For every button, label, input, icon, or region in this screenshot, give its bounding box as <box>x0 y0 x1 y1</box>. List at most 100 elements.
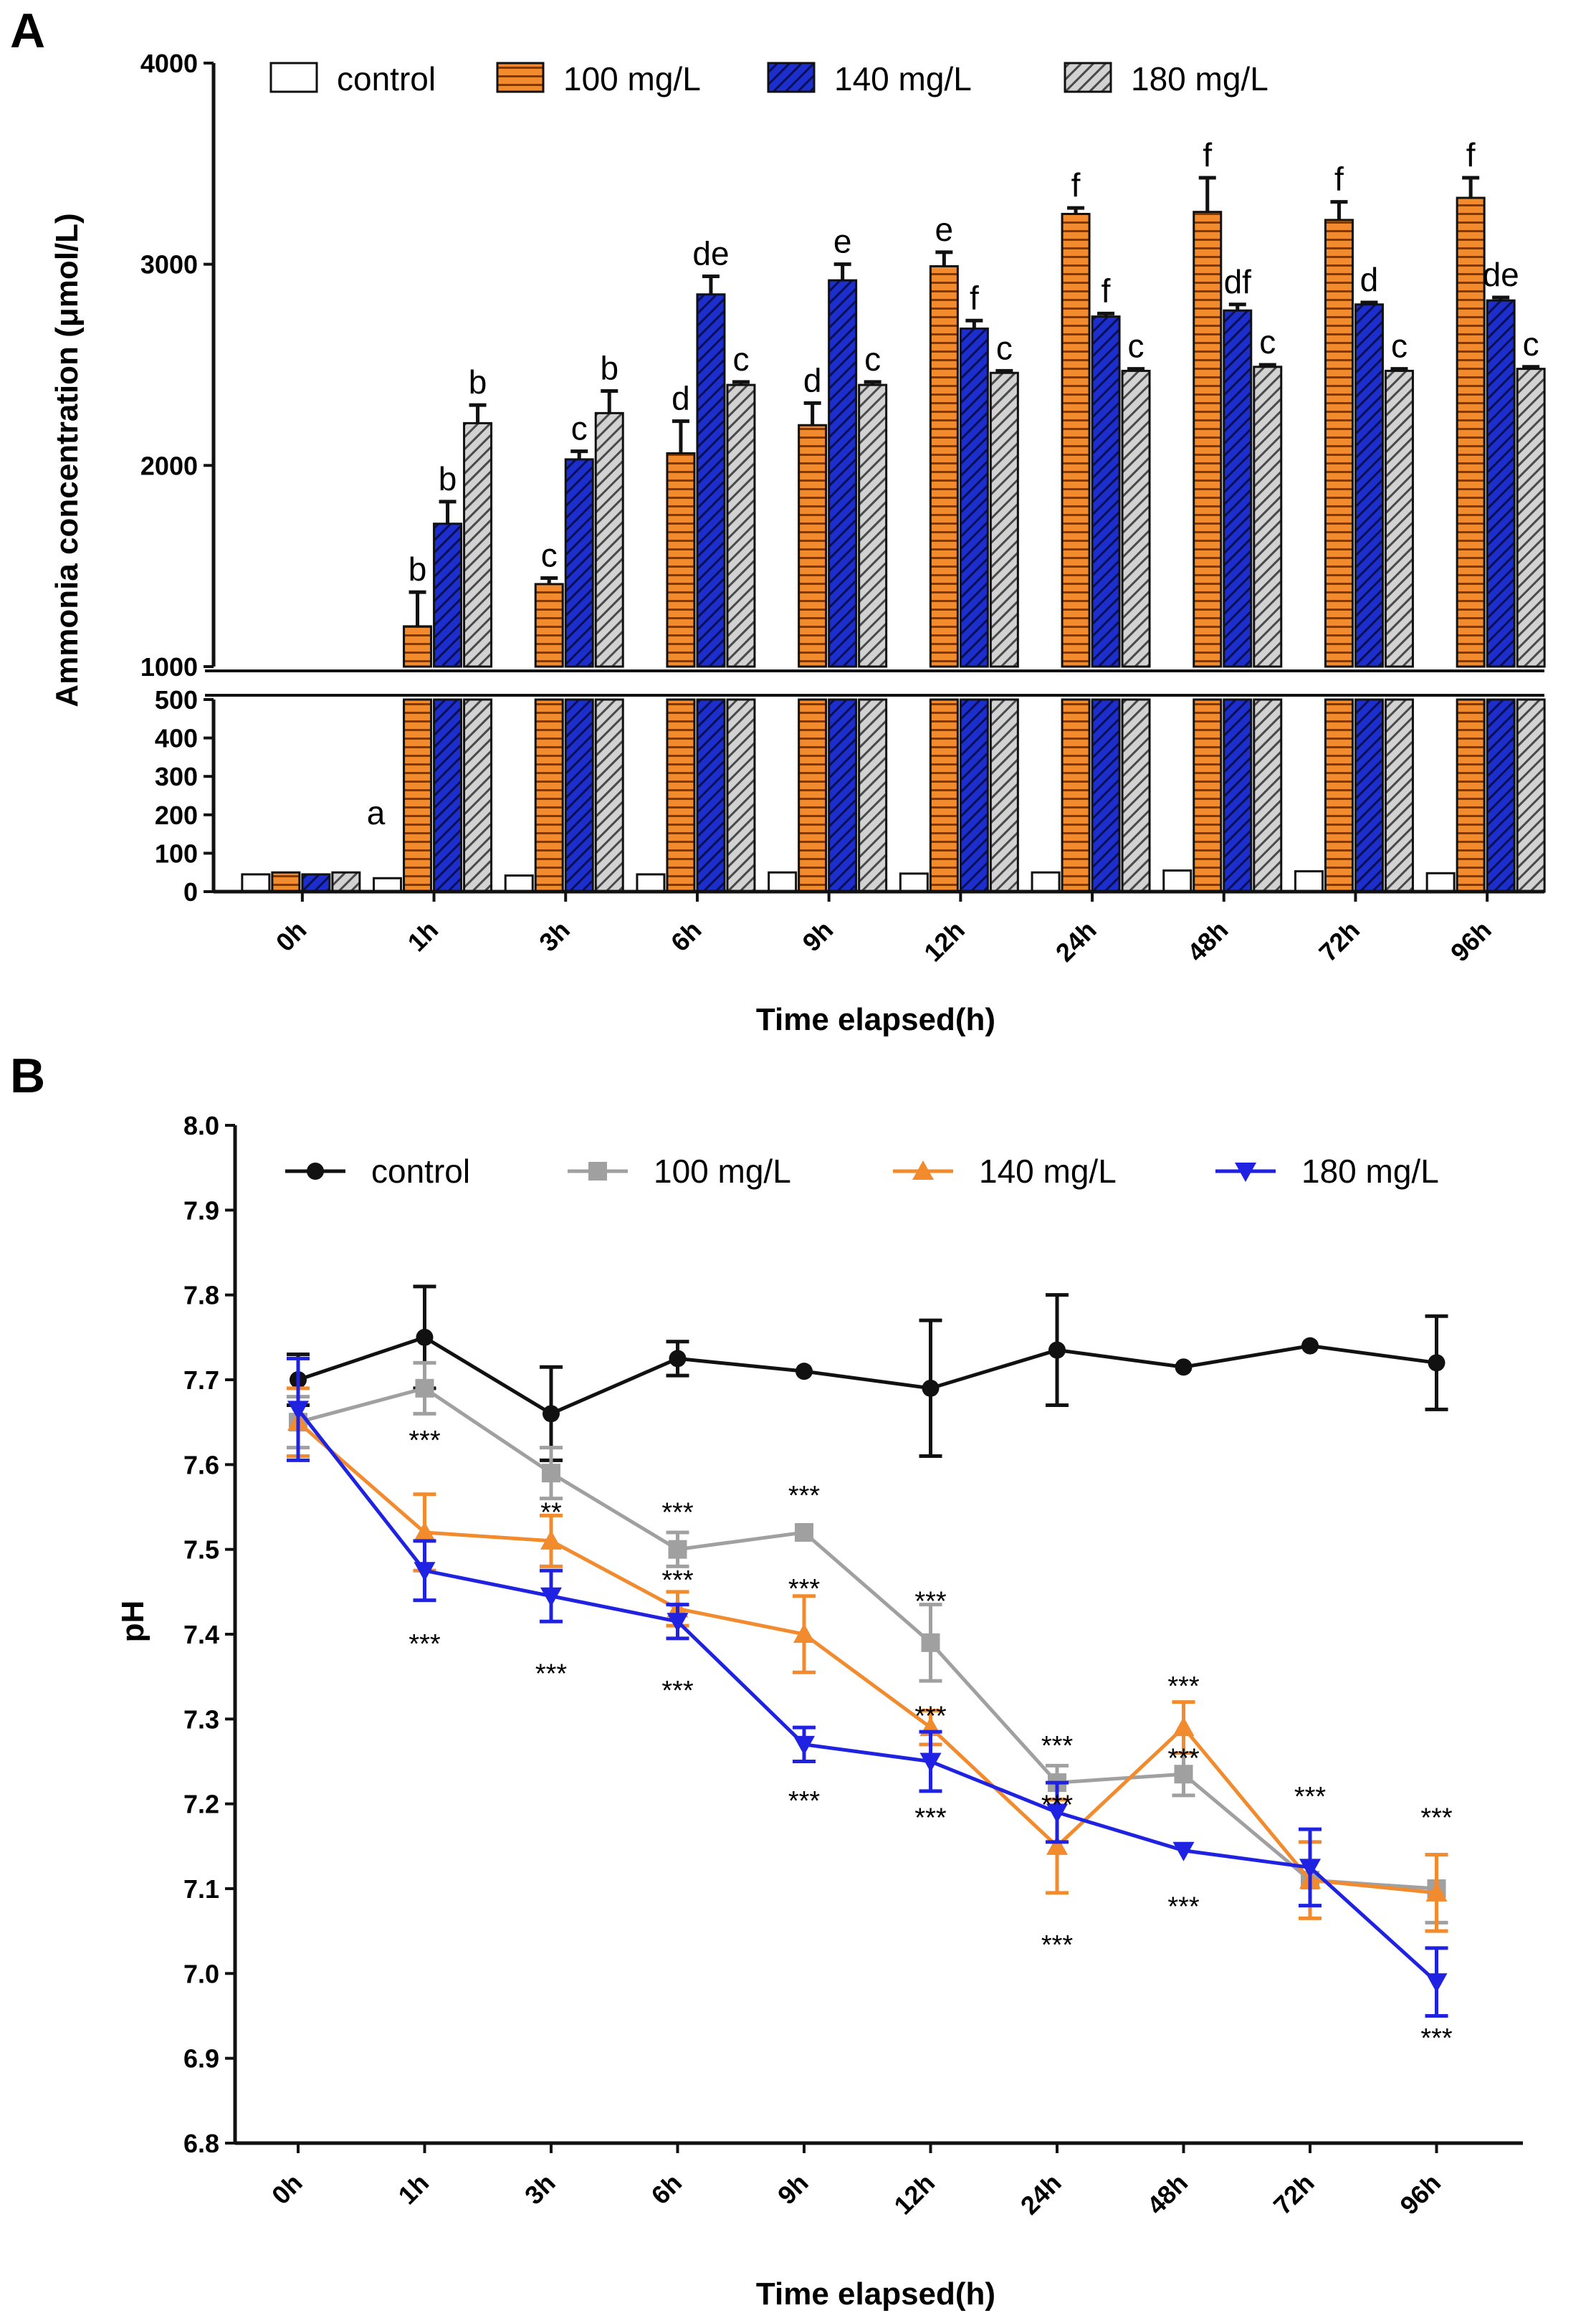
bar-140-mg-l-1h <box>433 523 463 668</box>
point-100-mg-l-12h <box>921 1633 940 1652</box>
legend-swatch-control <box>269 62 318 93</box>
significance-mark-96h-20: *** <box>1420 1803 1453 1833</box>
point-control-9h <box>795 1363 813 1380</box>
sig-label-180-mg-l-72h: c <box>1391 328 1408 365</box>
significance-mark-48h-17: *** <box>1167 1744 1200 1774</box>
point-100-mg-l-1h <box>415 1378 434 1398</box>
point-180-mg-l-3h <box>540 1587 562 1607</box>
legend-label-100-mg-l: 100 mg/L <box>654 1153 791 1190</box>
sig-label-100-mg-l-3h: c <box>541 537 558 574</box>
panel-b-significance-marks: ****************************************… <box>408 1426 1453 2054</box>
x-tick-label-96h: 96h <box>1445 915 1497 968</box>
bar-lower-180-mg-l-6h <box>726 698 756 893</box>
significance-mark-24h-14: *** <box>1041 1790 1074 1821</box>
panel-b-ph-chart: B 6.8 6.9 7.0 7.1 7.2 7.3 7.4 7.5 7.6 7.7 7.8 7.9 8.… <box>10 1049 1523 2312</box>
y-tick-label-6.8: 6.8 <box>183 2129 219 2158</box>
point-180-mg-l-1h <box>414 1562 436 1582</box>
x-tick-label-0h: 0h <box>266 2168 308 2210</box>
panel-b-legend: control 100 mg/L 140 mg/L 180 mg/L <box>285 1153 1439 1190</box>
y-tick-label-8.0: 8.0 <box>183 1111 219 1140</box>
bar-control-24h <box>1031 871 1061 893</box>
panel-a-x-axis-title: Time elapsed(h) <box>756 1002 995 1037</box>
sig-label-180-mg-l-6h: c <box>732 340 749 378</box>
sig-label-180-mg-l-24h: c <box>1128 328 1145 365</box>
point-100-mg-l-6h <box>668 1540 687 1559</box>
bar-lower-180-mg-l-96h <box>1516 698 1546 893</box>
point-180-mg-l-12h <box>919 1752 942 1773</box>
bar-180-mg-l-6h <box>726 383 756 668</box>
sig-label-140-mg-l-12h: f <box>970 279 979 316</box>
y-tick-label-2000: 2000 <box>140 451 198 480</box>
significance-mark-24h-15: *** <box>1041 1930 1074 1960</box>
y-tick-label-7.3: 7.3 <box>183 1704 219 1734</box>
y-tick-label-0: 0 <box>183 877 198 907</box>
y-tick-label-7.1: 7.1 <box>183 1874 219 1904</box>
point-control-3h <box>543 1405 560 1423</box>
significance-mark-9h-9: *** <box>788 1786 821 1816</box>
sig-label-180-mg-l-9h: c <box>864 340 881 378</box>
panel-a-legend: control 100 mg/L 140 mg/L 180 mg/L <box>269 60 1268 97</box>
panel-a-y-axis-title: Ammonia concentration (μmol/L) <box>49 213 85 707</box>
bar-lower-100-mg-l-1h <box>403 698 433 893</box>
bar-100-mg-l-6h <box>666 452 696 668</box>
legend-swatch-180-mg-l <box>1064 62 1112 93</box>
y-tick-label-1000: 1000 <box>140 652 198 682</box>
significance-mark-48h-16: *** <box>1167 1671 1200 1702</box>
point-control-1h <box>416 1328 434 1346</box>
bar-180-mg-l-9h <box>858 383 888 668</box>
bar-lower-180-mg-l-48h <box>1253 698 1283 893</box>
point-180-mg-l-6h <box>666 1613 689 1633</box>
sig-label-100-mg-l-6h: d <box>672 380 690 417</box>
bar-lower-100-mg-l-24h <box>1061 698 1091 893</box>
bar-100-mg-l-96h <box>1456 196 1486 668</box>
legend-label-100-mg-l: 100 mg/L <box>563 60 701 97</box>
point-100-mg-l-3h <box>542 1464 560 1483</box>
x-tick-label-72h: 72h <box>1313 915 1365 968</box>
y-tick-label-7.0: 7.0 <box>183 1959 219 1988</box>
bar-100-mg-l-24h <box>1061 213 1091 668</box>
x-tick-label-48h: 48h <box>1182 915 1234 968</box>
bar-lower-100-mg-l-9h <box>798 698 828 893</box>
y-tick-label-7.2: 7.2 <box>183 1790 219 1819</box>
bar-140-mg-l-12h <box>959 327 989 668</box>
sig-label-140-mg-l-3h: c <box>571 410 588 447</box>
panel-a-label: A <box>10 4 45 58</box>
bar-180-mg-l-96h <box>1516 368 1546 668</box>
bar-100-mg-l-3h <box>534 583 564 668</box>
bar-lower-140-mg-l-48h <box>1223 698 1253 893</box>
panel-b-series <box>287 1284 1448 2018</box>
sig-label-180-mg-l-12h: c <box>996 329 1013 366</box>
bar-control-1h <box>373 877 403 893</box>
bar-lower-100-mg-l-48h <box>1193 698 1223 893</box>
bar-180-mg-l-48h <box>1253 366 1283 668</box>
bar-lower-140-mg-l-12h <box>959 698 989 893</box>
bar-140-mg-l-48h <box>1223 309 1253 668</box>
point-180-mg-l-72h <box>1299 1859 1321 1879</box>
significance-mark-9h-7: *** <box>788 1481 821 1511</box>
sig-label-180-mg-l-96h: c <box>1523 325 1539 363</box>
bar-140-mg-l-96h <box>1486 299 1516 668</box>
panel-b-y-axis-title: pH <box>115 1601 150 1643</box>
significance-mark-24h-13: *** <box>1041 1731 1074 1761</box>
significance-mark-6h-6: *** <box>661 1676 694 1706</box>
point-140-mg-l-3h <box>540 1530 562 1550</box>
y-tick-label-7.9: 7.9 <box>183 1196 219 1225</box>
panel-a-axes: 0h 1h 3h 6h 9h 12h 24h 48h 72h 96h 0 100 200 300 400 50… <box>140 49 1544 968</box>
bar-100-mg-l-9h <box>798 424 828 668</box>
sig-label-180-mg-l-1h: b <box>469 363 487 401</box>
bar-140-mg-l-72h <box>1354 303 1384 668</box>
bar-140-mg-l-0h <box>301 873 331 893</box>
x-tick-label-3h: 3h <box>533 915 575 958</box>
point-control-24h <box>1048 1341 1066 1359</box>
panel-a-bars <box>241 176 1546 893</box>
point-180-mg-l-96h <box>1425 1973 1448 1993</box>
point-140-mg-l-9h <box>793 1623 815 1643</box>
bar-lower-140-mg-l-96h <box>1486 698 1516 893</box>
bar-control-6h <box>636 873 666 893</box>
bar-lower-140-mg-l-9h <box>828 698 858 893</box>
y-tick-label-300: 300 <box>155 762 198 791</box>
sig-label-140-mg-l-72h: d <box>1360 261 1379 298</box>
bar-180-mg-l-24h <box>1121 369 1151 668</box>
